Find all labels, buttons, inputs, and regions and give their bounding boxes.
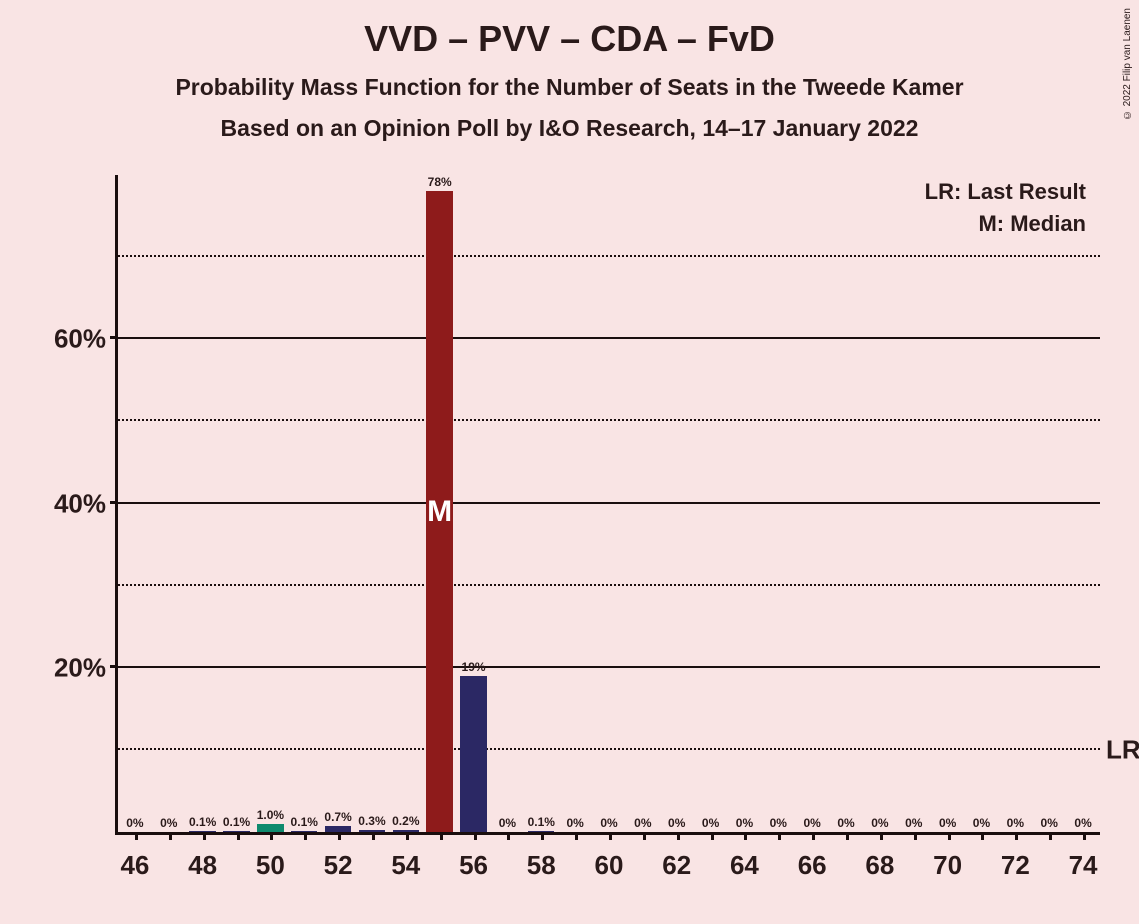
x-axis-label: 64 xyxy=(730,850,759,881)
chart-title: VVD – PVV – CDA – FvD xyxy=(0,0,1139,60)
x-axis-label: 46 xyxy=(120,850,149,881)
chart-subtitle-1: Probability Mass Function for the Number… xyxy=(0,74,1139,101)
bar-value-label: 0% xyxy=(770,816,787,830)
plot-region: LR: Last Result M: Median 20%40%60%LR0%0… xyxy=(115,175,1100,835)
grid-minor xyxy=(118,748,1100,750)
x-tick xyxy=(744,832,747,840)
grid-major xyxy=(118,666,1100,668)
x-tick xyxy=(1049,832,1052,840)
x-tick xyxy=(812,832,815,840)
x-tick xyxy=(304,832,307,840)
bar-value-label: 0.1% xyxy=(223,815,250,829)
x-axis-label: 66 xyxy=(798,850,827,881)
bar-value-label: 0% xyxy=(126,816,143,830)
bar-value-label: 0% xyxy=(939,816,956,830)
x-tick xyxy=(203,832,206,840)
x-axis-label: 48 xyxy=(188,850,217,881)
bar-value-label: 0% xyxy=(871,816,888,830)
bar: 78%M xyxy=(426,191,452,832)
x-tick xyxy=(237,832,240,840)
x-axis-label: 56 xyxy=(459,850,488,881)
bar-value-label: 0.1% xyxy=(189,815,216,829)
x-tick xyxy=(880,832,883,840)
grid-major xyxy=(118,502,1100,504)
bar-value-label: 0% xyxy=(905,816,922,830)
x-tick xyxy=(507,832,510,840)
lr-marker-label: LR xyxy=(1106,734,1139,765)
x-axis-label: 60 xyxy=(595,850,624,881)
bar-value-label: 0% xyxy=(736,816,753,830)
x-axis-label: 58 xyxy=(527,850,556,881)
x-axis-label: 54 xyxy=(391,850,420,881)
bar-value-label: 0% xyxy=(566,816,583,830)
x-axis-label: 68 xyxy=(865,850,894,881)
x-tick xyxy=(541,832,544,840)
x-tick xyxy=(948,832,951,840)
x-tick xyxy=(440,832,443,840)
x-axis-label: 72 xyxy=(1001,850,1030,881)
y-axis-label: 60% xyxy=(54,324,106,355)
bar: 19% xyxy=(460,676,486,832)
grid-minor xyxy=(118,584,1100,586)
bar-value-label: 0% xyxy=(1041,816,1058,830)
x-tick xyxy=(575,832,578,840)
x-tick xyxy=(1083,832,1086,840)
grid-minor xyxy=(118,419,1100,421)
bar-value-label: 0% xyxy=(160,816,177,830)
x-axis-label: 70 xyxy=(933,850,962,881)
bar-value-label: 0% xyxy=(668,816,685,830)
bar-value-label: 0.3% xyxy=(358,814,385,828)
x-tick xyxy=(711,832,714,840)
bar-value-label: 0% xyxy=(634,816,651,830)
x-axis-label: 62 xyxy=(662,850,691,881)
x-tick xyxy=(474,832,477,840)
x-tick xyxy=(338,832,341,840)
bar-value-label: 0.2% xyxy=(392,814,419,828)
x-tick xyxy=(372,832,375,840)
bar-value-label: 0% xyxy=(803,816,820,830)
x-tick xyxy=(846,832,849,840)
bar-value-label: 0.1% xyxy=(291,815,318,829)
x-tick xyxy=(778,832,781,840)
bar-value-label: 0.7% xyxy=(324,810,351,824)
bar-value-label: 0% xyxy=(973,816,990,830)
x-tick xyxy=(609,832,612,840)
bar-value-label: 0% xyxy=(1074,816,1091,830)
x-tick xyxy=(643,832,646,840)
bar-value-label: 0% xyxy=(600,816,617,830)
x-tick xyxy=(677,832,680,840)
bar-value-label: 1.0% xyxy=(257,808,284,822)
bar-value-label: 0% xyxy=(837,816,854,830)
bar-value-label: 19% xyxy=(462,660,486,674)
legend-lr: LR: Last Result xyxy=(925,179,1086,205)
y-axis-label: 40% xyxy=(54,488,106,519)
bar-value-label: 0% xyxy=(1007,816,1024,830)
copyright-text: © 2022 Filip van Laenen xyxy=(1122,8,1133,120)
x-tick xyxy=(135,832,138,840)
x-tick xyxy=(1015,832,1018,840)
legend-m: M: Median xyxy=(978,211,1086,237)
x-axis-label: 50 xyxy=(256,850,285,881)
x-axis-label: 74 xyxy=(1069,850,1098,881)
bar-value-label: 0% xyxy=(499,816,516,830)
grid-major xyxy=(118,337,1100,339)
median-mark: M xyxy=(427,495,452,529)
y-axis-label: 20% xyxy=(54,652,106,683)
grid-minor xyxy=(118,255,1100,257)
bar-value-label: 78% xyxy=(428,175,452,189)
bar-value-label: 0.1% xyxy=(528,815,555,829)
x-tick xyxy=(914,832,917,840)
x-axis-label: 52 xyxy=(324,850,353,881)
x-tick xyxy=(406,832,409,840)
x-tick xyxy=(981,832,984,840)
y-tick xyxy=(110,501,118,504)
y-tick xyxy=(110,336,118,339)
bar-value-label: 0% xyxy=(702,816,719,830)
bar: 1.0% xyxy=(257,824,283,832)
chart-subtitle-2: Based on an Opinion Poll by I&O Research… xyxy=(0,115,1139,142)
chart-area: LR: Last Result M: Median 20%40%60%LR0%0… xyxy=(115,175,1100,835)
x-tick xyxy=(270,832,273,840)
x-tick xyxy=(169,832,172,840)
y-tick xyxy=(110,665,118,668)
